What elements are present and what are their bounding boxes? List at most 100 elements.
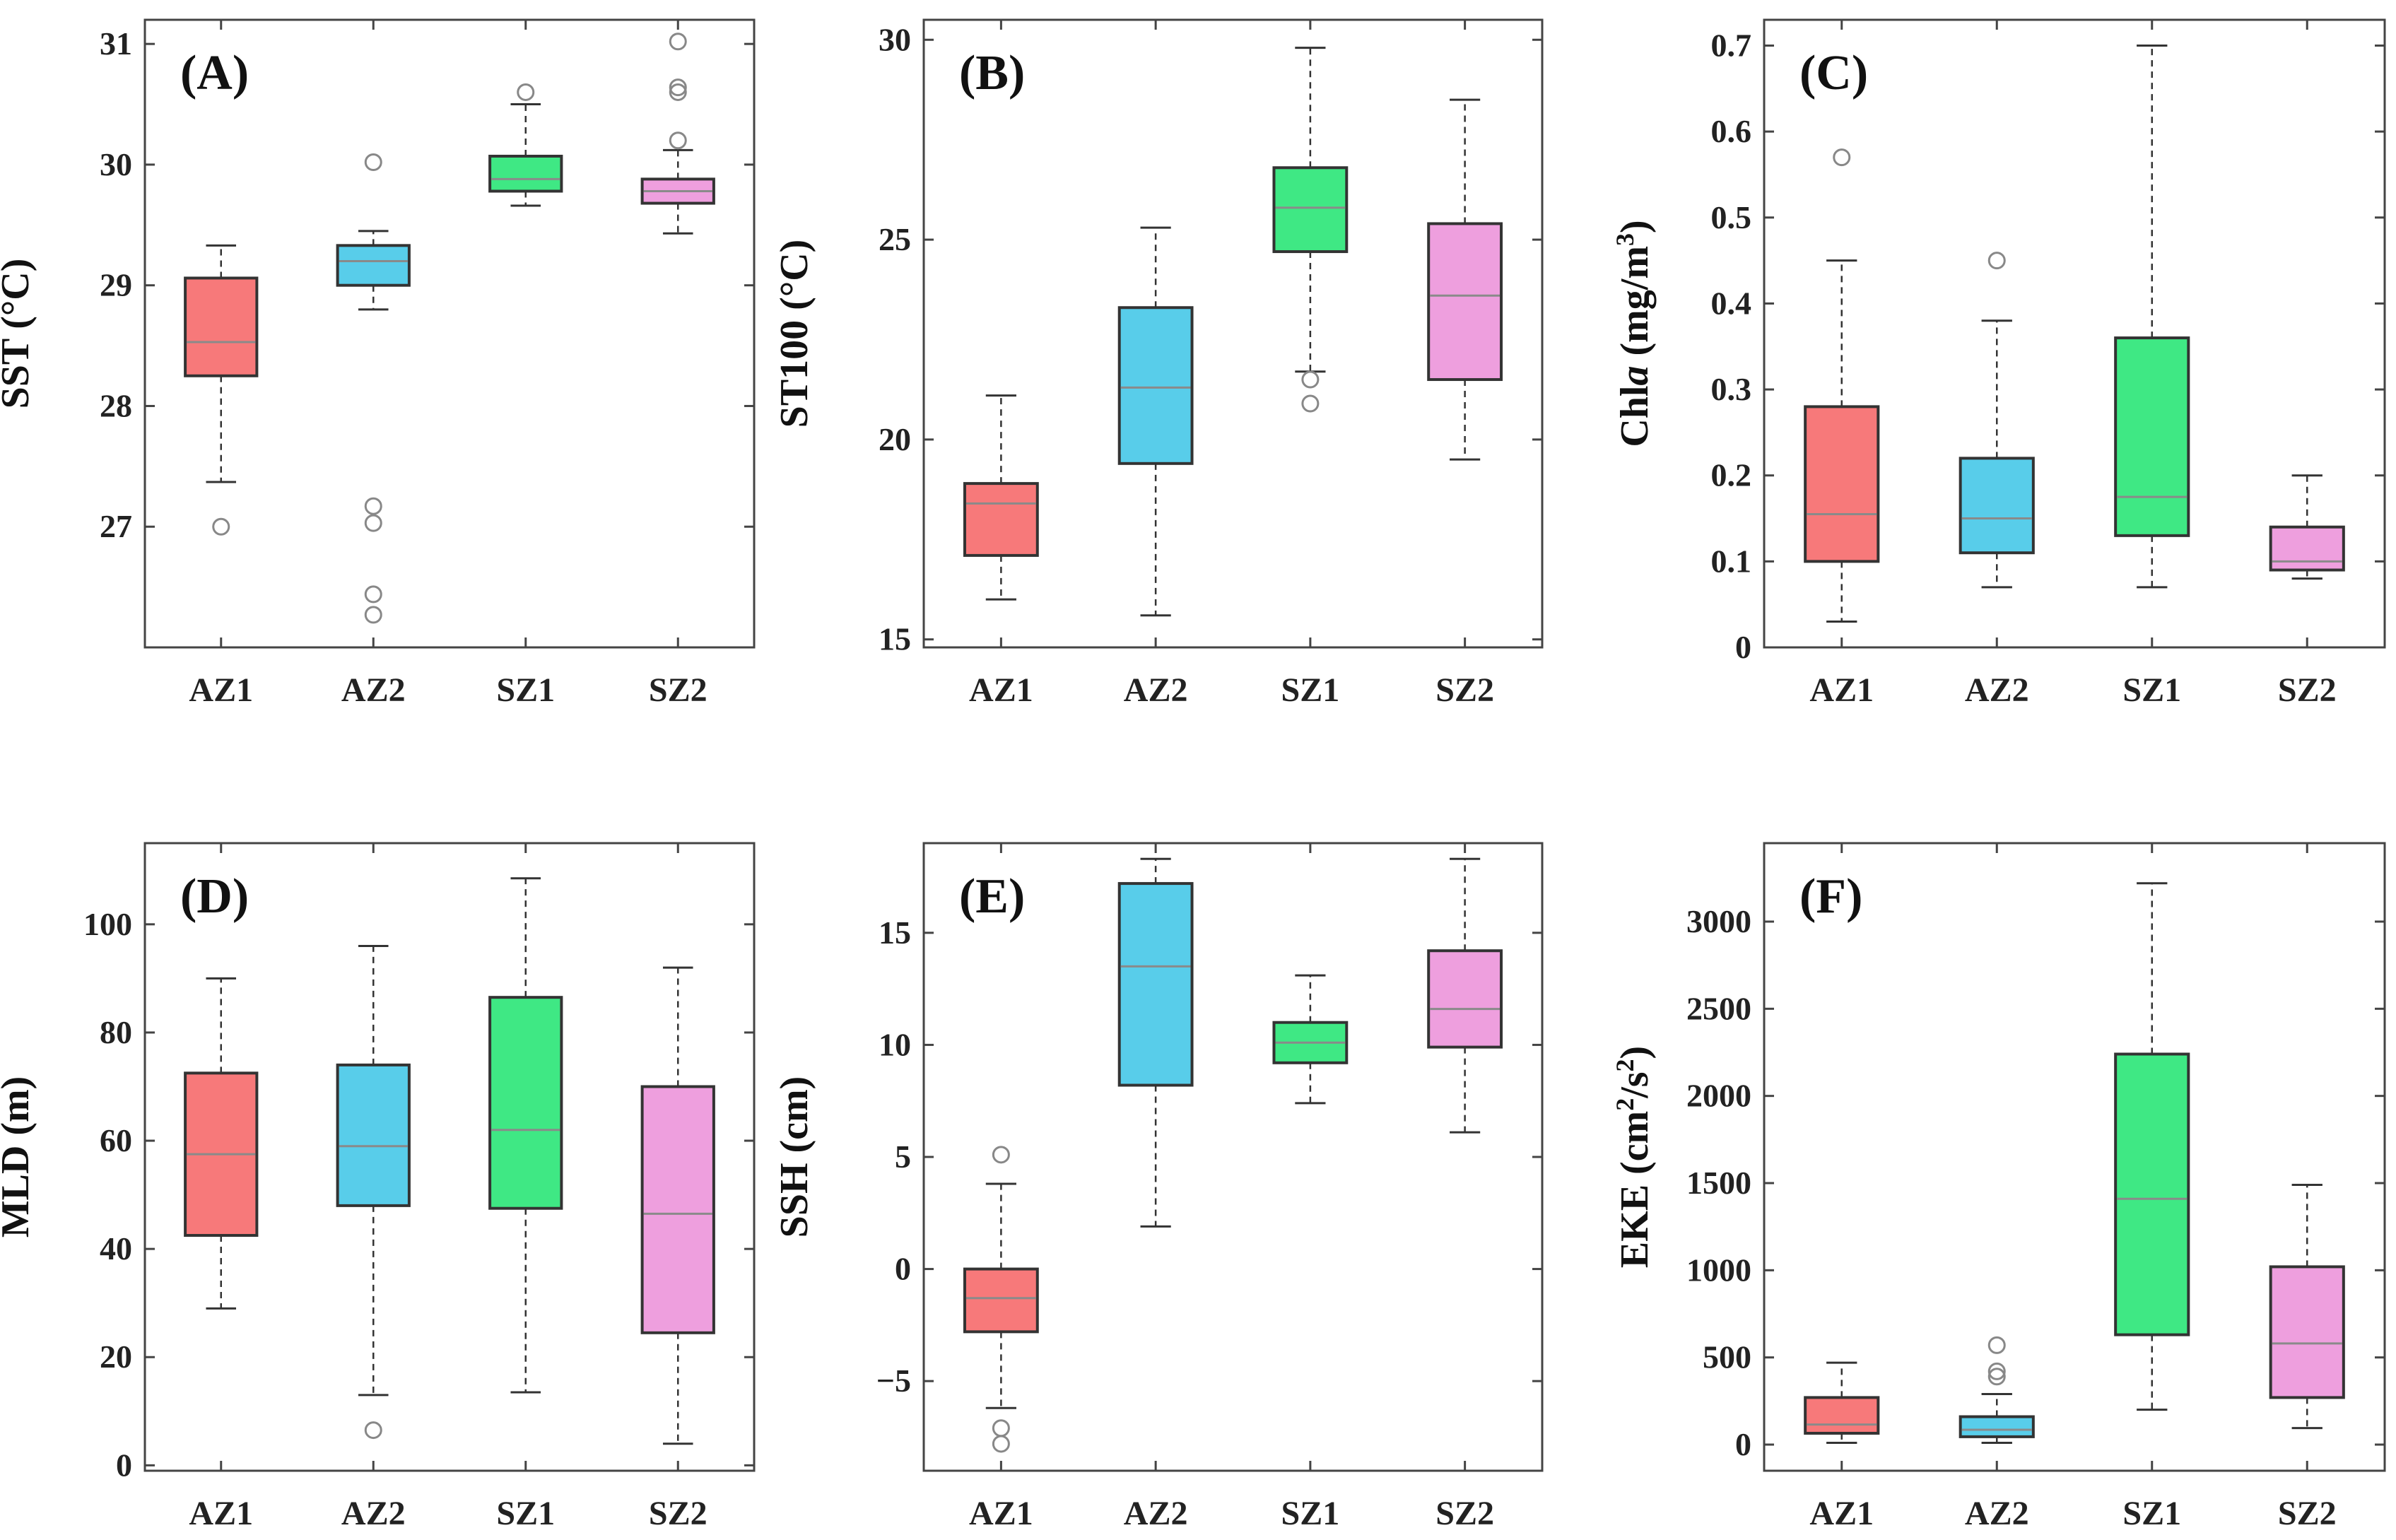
- x-tick-label-az1: AZ1: [1809, 671, 1874, 709]
- axes-frame: [1763, 18, 2386, 649]
- y-tick-label: 1500: [1686, 1165, 1751, 1201]
- x-tick-label-sz2: SZ2: [1435, 671, 1494, 709]
- box-az1: [1804, 1361, 1880, 1445]
- outlier-point: [669, 83, 687, 101]
- outlier-point: [1987, 1336, 2006, 1354]
- y-tick-label: 0: [895, 1251, 911, 1287]
- outlier-point: [992, 1419, 1010, 1438]
- panel-c: 0 0.1 0.2 0.3 0.4 0.5 0.6 0.7 AZ1 AZ2 SZ1 SZ2 (C) Chl…: [1611, 18, 2386, 709]
- outlier-point: [364, 585, 382, 604]
- y-tick-label: 0: [1735, 1426, 1751, 1462]
- iqr-box: [1959, 1415, 2035, 1438]
- box-sz1: [1272, 974, 1349, 1105]
- axes-frame: [922, 18, 1544, 649]
- y-tick-label: 15: [879, 915, 911, 951]
- box-az2: [1117, 857, 1194, 1228]
- panel-label: (B): [959, 46, 1025, 100]
- panel-label: (C): [1799, 46, 1868, 100]
- y-axis-label: SSH (cm): [773, 1076, 816, 1238]
- outlier-point: [669, 78, 687, 97]
- outlier-point: [1987, 1368, 2006, 1386]
- axes-frame: [143, 18, 756, 649]
- iqr-box: [1804, 405, 1880, 563]
- box-sz2: [640, 966, 715, 1445]
- y-tick-label: 0.3: [1711, 371, 1752, 407]
- outlier-point: [1833, 148, 1851, 167]
- box-sz1: [2114, 44, 2190, 589]
- y-tick-label: 0.7: [1711, 27, 1752, 63]
- iqr-box: [336, 244, 411, 287]
- panel-f: 0 500 1000 1500 2000 2500 3000 AZ1 AZ2 SZ1 SZ2 (F) E…: [1611, 842, 2386, 1532]
- x-tick-label-az1: AZ1: [1809, 1495, 1874, 1532]
- x-tick-label-az2: AZ2: [1124, 671, 1188, 709]
- y-tick-label: 25: [879, 221, 911, 257]
- y-tick-label: 0: [1735, 629, 1751, 665]
- y-tick-label: 31: [100, 25, 132, 61]
- y-tick-label: 2500: [1686, 990, 1751, 1026]
- y-axis-label: EKE (cm2/s2): [1611, 1046, 1657, 1268]
- iqr-box: [1117, 306, 1194, 465]
- box-az2: [336, 944, 411, 1440]
- y-tick-label: 20: [879, 421, 911, 457]
- x-tick-label-az1: AZ1: [189, 671, 253, 709]
- x-tick-label-sz1: SZ1: [1281, 1495, 1340, 1532]
- outlier-point: [1987, 252, 2006, 270]
- y-tick-label: 40: [100, 1230, 132, 1266]
- y-tick-label: 80: [100, 1014, 132, 1050]
- y-tick-label: 10: [879, 1026, 911, 1062]
- panel-d: 0 20 40 60 80 100 AZ1 AZ2 SZ1 SZ2 (D) MLD (m): [0, 842, 756, 1532]
- y-axis-label: SST (°C): [0, 259, 37, 409]
- iqr-box: [2269, 525, 2345, 572]
- axes-frame: [1763, 842, 2386, 1472]
- outlier-point: [669, 131, 687, 150]
- box-sz2: [2269, 474, 2345, 580]
- outlier-point: [364, 153, 382, 172]
- box-sz2: [1427, 98, 1503, 461]
- y-tick-label: 0.2: [1711, 457, 1752, 493]
- x-tick-label-az1: AZ1: [969, 1495, 1033, 1532]
- box-sz1: [2114, 882, 2190, 1411]
- box-sz1: [488, 83, 563, 207]
- outlier-point: [212, 517, 230, 536]
- iqr-box: [2114, 1052, 2190, 1336]
- iqr-box: [1959, 457, 2035, 555]
- iqr-box: [1427, 222, 1503, 382]
- iqr-box: [1272, 166, 1349, 254]
- y-tick-label: 29: [100, 267, 132, 303]
- box-az1: [184, 977, 259, 1310]
- panel-b: 15 20 25 30 AZ1 AZ2 SZ1 SZ2 (B) ST100 (°C): [773, 18, 1544, 709]
- outlier-point: [669, 33, 687, 51]
- box-sz1: [1272, 47, 1349, 413]
- box-az2: [1959, 1336, 2035, 1445]
- panel-a: 27 28 29 30 31 AZ1 AZ2 SZ1 SZ2 (A) SST (°C): [0, 18, 756, 709]
- outlier-point: [1987, 1362, 2006, 1380]
- iqr-box: [640, 1085, 715, 1334]
- outlier-point: [517, 83, 535, 101]
- y-tick-label: −5: [876, 1363, 911, 1399]
- axes-frame: [143, 842, 756, 1472]
- y-tick-label: 2000: [1686, 1078, 1751, 1114]
- iqr-box: [2114, 336, 2190, 537]
- x-tick-label-sz2: SZ2: [649, 1495, 707, 1532]
- x-tick-label-sz2: SZ2: [2278, 671, 2337, 709]
- x-tick-label-sz1: SZ1: [1281, 671, 1340, 709]
- panel-label: (D): [180, 869, 249, 924]
- y-tick-label: 15: [879, 621, 911, 657]
- x-tick-label-az2: AZ2: [341, 671, 406, 709]
- box-sz2: [2269, 1183, 2345, 1430]
- y-tick-label: 500: [1703, 1339, 1751, 1375]
- x-tick-label-sz1: SZ1: [2122, 671, 2181, 709]
- y-axis-label: ST100 (°C): [773, 240, 816, 428]
- y-tick-label: 28: [100, 387, 132, 423]
- x-tick-label-az2: AZ2: [1124, 1495, 1188, 1532]
- iqr-box: [1427, 949, 1503, 1049]
- iqr-box: [1117, 882, 1194, 1087]
- outlier-point: [364, 514, 382, 532]
- panel-label: (A): [180, 46, 249, 100]
- y-tick-label: 30: [100, 146, 132, 182]
- outlier-point: [1301, 370, 1320, 389]
- box-sz2: [1427, 857, 1503, 1134]
- outlier-point: [364, 1421, 382, 1440]
- y-tick-label: 1000: [1686, 1252, 1751, 1288]
